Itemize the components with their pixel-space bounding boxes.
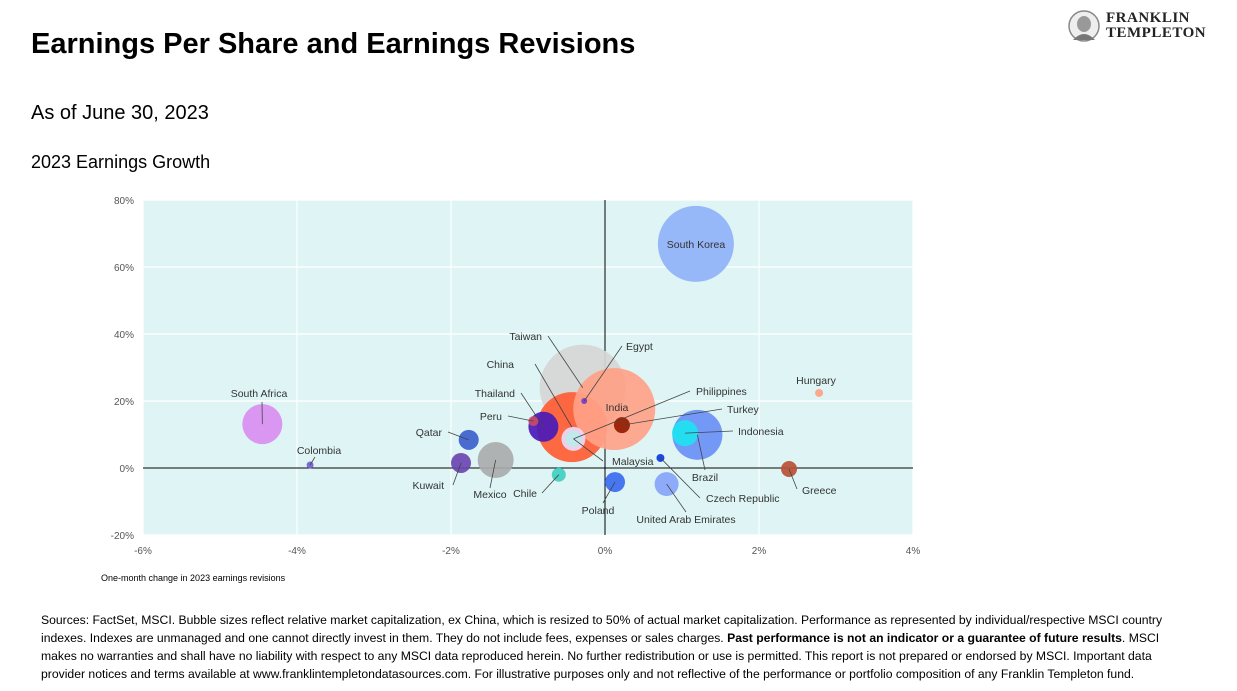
leader-line [541,474,560,494]
y-tick-label: 60% [114,263,134,274]
plot-area [143,200,913,535]
data-label: Qatar [416,427,443,439]
x-tick-label: 4% [906,546,921,557]
leader-line [685,430,734,434]
footnote: Sources: FactSet, MSCI. Bubble sizes ref… [41,611,1191,683]
y-tick-label: 40% [114,330,134,341]
data-label: Turkey [727,404,759,416]
page-title: Earnings Per Share and Earnings Revision… [31,28,636,60]
footnote-text-b: . MSCI makes no warranties and shall hav… [41,631,1160,681]
x-tick-label: -2% [442,546,460,557]
leader-line [547,335,584,388]
y-tick-label: 80% [114,196,134,207]
leader-line [660,457,701,499]
data-label: Taiwan [509,331,542,343]
bubble-south-korea [657,205,734,282]
data-label: India [606,402,629,414]
leader-line [788,468,798,490]
footnote-text-a: Sources: FactSet, MSCI. Bubble sizes ref… [41,613,1163,645]
data-label: Kuwait [412,480,444,492]
leader-line [507,415,534,422]
leader-line [534,363,573,428]
x-tick-label: -4% [288,546,306,557]
footnote-disclaimer: Past performance is not an indicator or … [727,631,1122,645]
chart-title: 2023 Earnings Growth [31,152,211,172]
data-label: Malaysia [612,456,654,468]
logo-line2: TEMPLETON [1106,25,1207,41]
leader-line [583,345,623,402]
data-label: China [487,359,515,371]
data-label: Poland [582,505,615,517]
data-label: Brazil [692,472,718,484]
leader-line [573,390,691,440]
bubble-hungary [815,388,824,397]
leader-line [447,431,469,441]
data-label: Czech Republic [706,493,780,505]
data-label: Egypt [626,341,653,353]
data-label: Thailand [475,388,515,400]
portrait-logo-icon [1068,10,1100,42]
leader-line [602,481,616,504]
subtitle: As of June 30, 2023 [31,102,209,124]
leader-line [520,392,544,428]
leader-line [489,459,497,489]
logo-line1: FRANKLIN [1106,10,1191,26]
data-label: Chile [513,488,537,500]
leader-line [309,456,316,466]
data-label: Philippines [696,386,747,398]
data-label: Mexico [473,489,506,501]
bubble-mexico [477,441,514,478]
leader-line [452,462,462,486]
x-tick-label: 2% [752,546,767,557]
data-label: Indonesia [738,426,784,438]
x-tick-label: -6% [134,546,152,557]
data-label: Peru [480,411,502,423]
y-tick-label: 20% [114,397,134,408]
leader-line [666,483,687,513]
leader-line [621,408,723,426]
data-label: Hungary [796,375,836,387]
data-label: Colombia [297,445,342,457]
bubble-india [573,368,656,451]
data-label: Greece [802,485,837,497]
x-tick-label: 0% [598,546,613,557]
leader-line [573,438,604,462]
y-tick-label: 0% [120,464,135,475]
leader-line [697,434,706,471]
data-label: South Africa [231,388,288,400]
data-label: South Korea [667,239,726,251]
franklin-templeton-logo: FRANKLIN TEMPLETON [1068,10,1206,42]
y-tick-label: -20% [111,531,134,542]
data-label: United Arab Emirates [636,514,735,526]
x-axis-label: One-month change in 2023 earnings revisi… [101,573,286,583]
